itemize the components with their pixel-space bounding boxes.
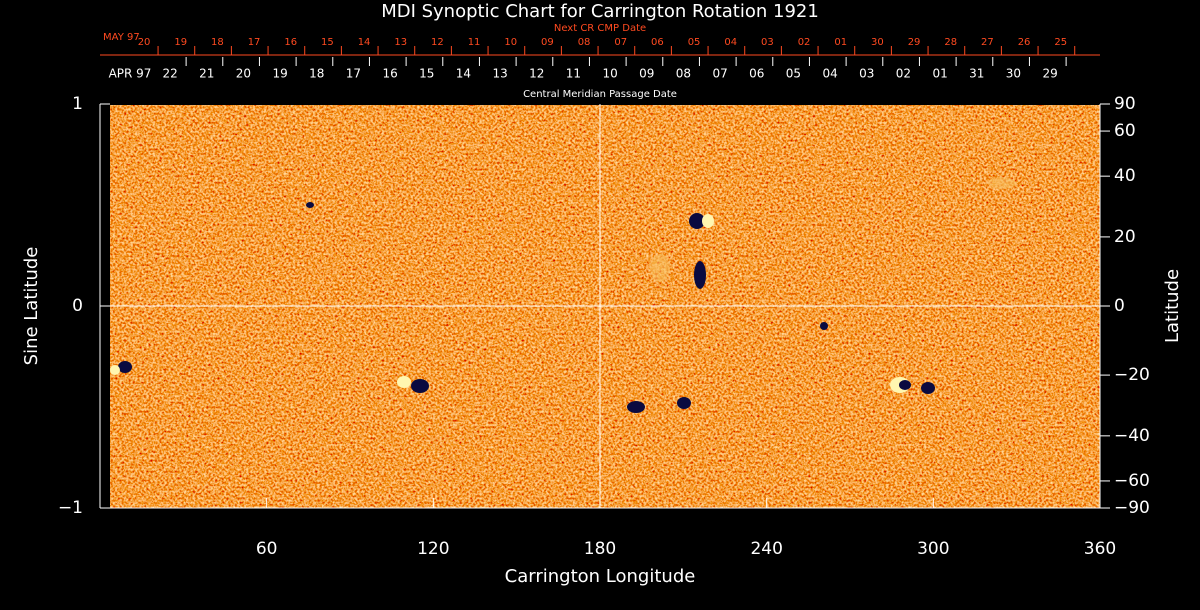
y2-tick-label: 0 <box>1114 296 1125 316</box>
top-axis-tick-label: 26 <box>1018 37 1031 48</box>
top-axis-tick-label: 04 <box>822 67 837 81</box>
top-axis-start-label: MAY 97 <box>103 32 140 43</box>
top-axis-tick-label: 20 <box>138 37 151 48</box>
active-regions <box>110 177 1016 413</box>
top-axis-tick-label: 12 <box>529 67 544 81</box>
top-axis-tick-label: 17 <box>248 37 261 48</box>
top-axis-title: Central Meridian Passage Date <box>523 89 677 100</box>
top-axis-tick-label: 17 <box>346 67 361 81</box>
y-tick-label: 0 <box>72 296 83 316</box>
y2-tick-label: 90 <box>1114 94 1136 114</box>
top-axis-tick-label: 31 <box>969 67 984 81</box>
top-axis-tick-label: 01 <box>834 37 847 48</box>
top-axis-tick-label: 11 <box>468 37 481 48</box>
top-axis-tick-label: 06 <box>651 37 664 48</box>
y-axis-title: Sine Latitude <box>21 247 42 366</box>
top-axis-tick-label: 09 <box>639 67 654 81</box>
top-axis-tick-label: 09 <box>541 37 554 48</box>
x-tick-label: 300 <box>917 539 949 559</box>
y2-tick-label: −40 <box>1114 426 1150 446</box>
top-axis-tick-label: 12 <box>431 37 444 48</box>
top-axis-tick-label: 08 <box>578 37 591 48</box>
top-axis-tick-label: 19 <box>174 37 187 48</box>
top-axis-tick-label: 03 <box>761 37 774 48</box>
top-axis-tick-label: 25 <box>1054 37 1067 48</box>
x-axis-title: Carrington Longitude <box>505 566 696 587</box>
x-tick-label: 60 <box>256 539 278 559</box>
x-tick-label: 240 <box>750 539 782 559</box>
y2-tick-label: −20 <box>1114 365 1150 385</box>
top-axis-tick-label: 14 <box>456 67 471 81</box>
top-axis-tick-label: 13 <box>394 37 407 48</box>
y-tick-label: −1 <box>58 498 83 518</box>
top-axis-tick-label: 20 <box>236 67 251 81</box>
top-axis-tick-label: 13 <box>492 67 507 81</box>
top-axis-tick-label: 16 <box>284 37 297 48</box>
top-axis-tick-label: 28 <box>944 37 957 48</box>
top-axis-start-label: APR 97 <box>109 67 152 81</box>
top-axis-tick-label: 01 <box>932 67 947 81</box>
top-axis-tick-label: 30 <box>871 37 884 48</box>
y2-tick-label: 60 <box>1114 121 1136 141</box>
top-axis-tick-label: 18 <box>309 67 324 81</box>
y2-tick-label: 40 <box>1114 166 1136 186</box>
top-axis-tick-label: 14 <box>358 37 371 48</box>
top-axis-tick-label: 29 <box>1042 67 1057 81</box>
top-axis-tick-label: 07 <box>712 67 727 81</box>
top-axis-tick-label: 15 <box>321 37 334 48</box>
top-axis-tick-label: 30 <box>1006 67 1021 81</box>
top-axis-tick-label: 19 <box>272 67 287 81</box>
top-axis-tick-label: 11 <box>566 67 581 81</box>
x-tick-label: 360 <box>1084 539 1116 559</box>
top-axis-title: Next CR CMP Date <box>554 23 646 34</box>
y2-axis-title: Latitude <box>1162 269 1183 343</box>
top-axis-tick-label: 29 <box>908 37 921 48</box>
x-tick-label: 180 <box>584 539 616 559</box>
x-tick-label: 120 <box>417 539 449 559</box>
y2-tick-label: −60 <box>1114 471 1150 491</box>
top-axis-tick-label: 18 <box>211 37 224 48</box>
top-axis-tick-label: 27 <box>981 37 994 48</box>
top-axis-tick-label: 10 <box>602 67 617 81</box>
top-axis-tick-label: 02 <box>896 67 911 81</box>
top-axis-tick-label: 15 <box>419 67 434 81</box>
top-axis-tick-label: 08 <box>676 67 691 81</box>
y2-tick-label: 20 <box>1114 227 1136 247</box>
top-axis-tick-label: 05 <box>688 37 701 48</box>
top-axis-tick-label: 04 <box>724 37 737 48</box>
y2-tick-label: −90 <box>1114 498 1150 518</box>
top-axis-tick-label: 22 <box>162 67 177 81</box>
chart-title: MDI Synoptic Chart for Carrington Rotati… <box>381 1 819 22</box>
top-axis-tick-label: 02 <box>798 37 811 48</box>
top-axis-tick-label: 05 <box>786 67 801 81</box>
top-axis-tick-label: 10 <box>504 37 517 48</box>
top-axis-tick-label: 06 <box>749 67 764 81</box>
top-axis-tick-label: 21 <box>199 67 214 81</box>
top-axis-tick-label: 16 <box>382 67 397 81</box>
top-axis-tick-label: 07 <box>614 37 627 48</box>
top-axis-tick-label: 03 <box>859 67 874 81</box>
y-tick-label: 1 <box>72 94 83 114</box>
